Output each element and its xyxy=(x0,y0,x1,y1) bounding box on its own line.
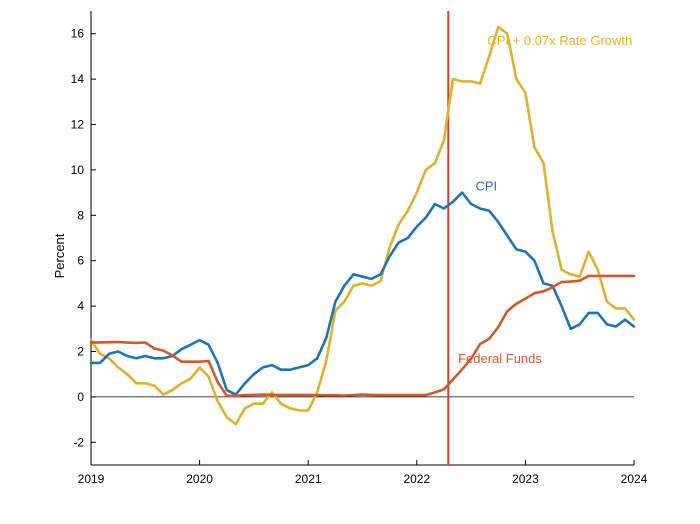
y-tick-label: -2 xyxy=(73,435,84,449)
y-tick-label: 4 xyxy=(77,299,84,313)
reference-lines xyxy=(91,11,634,465)
y-tick-label: 8 xyxy=(77,208,84,222)
series-group xyxy=(89,25,636,426)
y-tick-label: 12 xyxy=(71,118,85,132)
series-line-federal-funds xyxy=(89,274,636,398)
x-tick-label: 2023 xyxy=(512,472,539,486)
y-tick-label: 2 xyxy=(77,345,84,359)
y-tick-label: 14 xyxy=(71,72,85,86)
series-label-cpi-0-07x-rate-growth: CPI + 0.07x Rate Growth xyxy=(487,33,632,48)
x-tick-label: 2022 xyxy=(403,472,430,486)
x-tick-label: 2021 xyxy=(295,472,322,486)
y-tick-label: 16 xyxy=(71,27,85,41)
series-label-cpi: CPI xyxy=(475,178,497,193)
x-tick-label: 2020 xyxy=(186,472,213,486)
y-axis-label: Percent xyxy=(52,233,67,278)
series-labels: CPI CPI + 0.07x Rate Growth Federal Funds xyxy=(458,33,632,366)
series-line-cpi xyxy=(89,191,636,396)
x-tick-label: 2024 xyxy=(621,472,648,486)
y-tick-label: 6 xyxy=(77,254,84,268)
axes: 2019 2020 2021 2022 2023 2024 -2 0 2 4 6 8 10 12 14 16 xyxy=(71,11,648,486)
x-tick-label: 2019 xyxy=(78,472,105,486)
series-label-federal-funds: Federal Funds xyxy=(458,351,542,366)
y-tick-label: 0 xyxy=(77,390,84,404)
series-line-cpi-0-07x-rate-growth xyxy=(89,25,636,426)
y-tick-label: 10 xyxy=(71,163,85,177)
